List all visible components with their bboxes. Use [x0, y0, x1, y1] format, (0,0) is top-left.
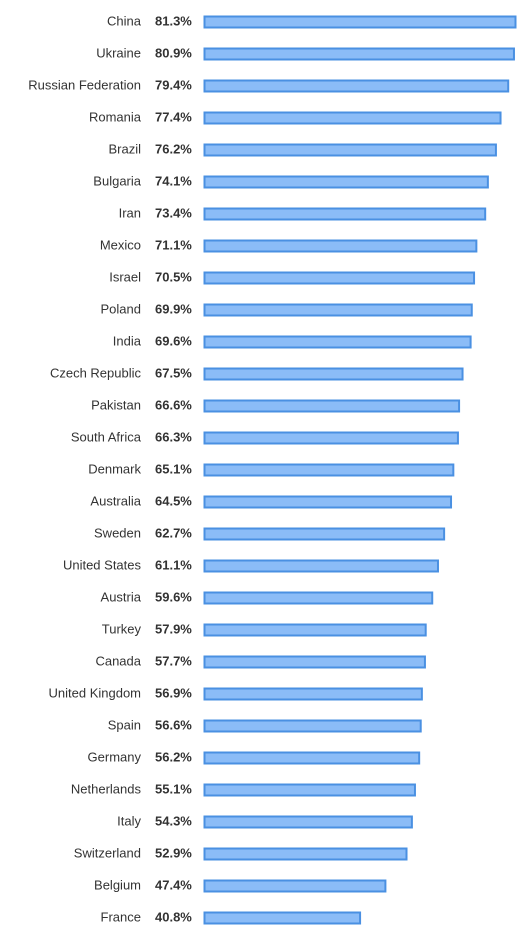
bar: [203, 239, 478, 253]
value-label: 57.9%: [155, 621, 192, 636]
category-label: Netherlands: [71, 781, 142, 796]
value-label: 47.4%: [155, 877, 192, 892]
category-label: South Africa: [71, 429, 142, 444]
category-label: Belgium: [94, 877, 141, 892]
value-label: 66.3%: [155, 429, 192, 444]
bar: [203, 815, 413, 829]
bar: [203, 591, 434, 605]
value-label: 40.8%: [155, 909, 192, 924]
value-label: 70.5%: [155, 269, 192, 284]
category-label: Australia: [90, 493, 141, 508]
bar: [203, 303, 473, 317]
value-label: 61.1%: [155, 557, 192, 572]
category-label: India: [113, 333, 142, 348]
category-label: Sweden: [94, 525, 141, 540]
bar: [203, 79, 510, 93]
category-label: Czech Republic: [50, 365, 142, 380]
value-label: 55.1%: [155, 781, 192, 796]
category-label: France: [101, 909, 141, 924]
bar: [203, 47, 515, 61]
bar: [203, 271, 476, 285]
bar: [203, 527, 446, 541]
category-label: Canada: [95, 653, 141, 668]
bar: [203, 207, 487, 221]
category-label: United Kingdom: [49, 685, 142, 700]
bar: [203, 879, 387, 893]
bar: [203, 495, 453, 509]
value-label: 74.1%: [155, 173, 192, 188]
value-label: 56.6%: [155, 717, 192, 732]
bar: [203, 559, 439, 573]
category-label: Italy: [117, 813, 141, 828]
bar: [203, 911, 362, 925]
category-label: Russian Federation: [28, 77, 141, 92]
category-label: Brazil: [108, 141, 141, 156]
value-label: 64.5%: [155, 493, 192, 508]
category-label: Switzerland: [74, 845, 141, 860]
category-label: United States: [63, 557, 142, 572]
category-label: Germany: [88, 749, 142, 764]
value-label: 77.4%: [155, 109, 192, 124]
category-label: Pakistan: [91, 397, 141, 412]
bar: [203, 751, 421, 765]
category-label: Denmark: [88, 461, 141, 476]
value-label: 59.6%: [155, 589, 192, 604]
category-label: Austria: [101, 589, 142, 604]
bar: [203, 847, 408, 861]
value-label: 54.3%: [155, 813, 192, 828]
value-label: 79.4%: [155, 77, 192, 92]
bar: [203, 687, 423, 701]
bar: [203, 367, 464, 381]
category-label: Spain: [108, 717, 141, 732]
category-label: Ukraine: [96, 45, 141, 60]
bar: [203, 143, 497, 157]
bar: [203, 623, 427, 637]
bar: [203, 431, 459, 445]
value-label: 71.1%: [155, 237, 192, 252]
value-label: 67.5%: [155, 365, 192, 380]
category-label: Bulgaria: [93, 173, 141, 188]
value-label: 56.2%: [155, 749, 192, 764]
value-label: 65.1%: [155, 461, 192, 476]
value-label: 57.7%: [155, 653, 192, 668]
value-label: 52.9%: [155, 845, 192, 860]
category-label: Turkey: [102, 621, 142, 636]
category-label: Poland: [101, 301, 141, 316]
bar: [203, 463, 455, 477]
bar: [203, 335, 472, 349]
bar: [203, 719, 422, 733]
bar: [203, 783, 416, 797]
value-label: 62.7%: [155, 525, 192, 540]
category-label: Israel: [109, 269, 141, 284]
bar: [203, 15, 517, 29]
category-label: Romania: [89, 109, 142, 124]
value-label: 81.3%: [155, 13, 192, 28]
value-label: 76.2%: [155, 141, 192, 156]
value-label: 56.9%: [155, 685, 192, 700]
category-label: China: [107, 13, 142, 28]
category-label: Iran: [119, 205, 141, 220]
category-label: Mexico: [100, 237, 141, 252]
bar: [203, 175, 489, 189]
value-label: 69.9%: [155, 301, 192, 316]
bar: [203, 399, 461, 413]
value-label: 80.9%: [155, 45, 192, 60]
bar: [203, 655, 426, 669]
value-label: 66.6%: [155, 397, 192, 412]
value-label: 73.4%: [155, 205, 192, 220]
bar: [203, 111, 502, 125]
value-label: 69.6%: [155, 333, 192, 348]
